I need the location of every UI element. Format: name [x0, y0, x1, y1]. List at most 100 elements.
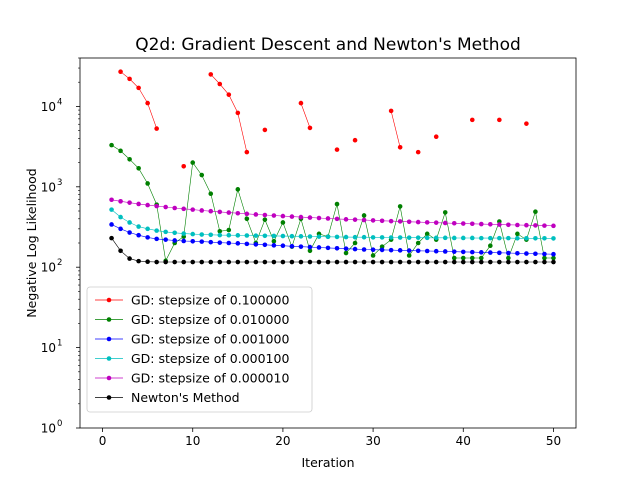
data-point: [172, 238, 177, 243]
data-point: [352, 234, 358, 240]
data-point: [370, 235, 376, 240]
data-point: [488, 235, 493, 241]
data-point: [343, 217, 349, 222]
data-point: [217, 232, 223, 238]
data-point: [118, 214, 123, 220]
legend-label: GD: stepsize of 0.000100: [131, 351, 289, 366]
data-point: [506, 259, 511, 265]
data-point: [163, 229, 168, 235]
data-point: [280, 259, 286, 265]
data-point: [506, 255, 511, 261]
data-point: [154, 259, 159, 265]
data-point: [361, 259, 367, 265]
data-point: [235, 259, 241, 265]
data-point: [109, 142, 114, 148]
legend-label: GD: stepsize of 0.000010: [131, 371, 289, 386]
data-point: [424, 220, 430, 225]
data-point: [118, 199, 123, 204]
data-point: [352, 259, 358, 265]
data-point: [109, 197, 114, 203]
data-point: [154, 228, 159, 233]
data-point: [433, 134, 439, 139]
data-point: [442, 220, 448, 226]
data-point: [109, 222, 114, 227]
y-tick-exponent: 1: [57, 339, 62, 349]
data-point: [307, 234, 313, 239]
data-point: [343, 246, 349, 251]
data-point: [451, 220, 457, 226]
data-point: [515, 231, 520, 237]
data-point: [136, 258, 141, 264]
data-point: [388, 235, 394, 240]
data-point: [352, 246, 358, 252]
data-point: [226, 232, 232, 238]
legend-entry: GD: stepsize of 0.001000: [95, 332, 289, 347]
data-point: [145, 235, 150, 240]
data-point: [226, 259, 232, 265]
data-point: [325, 259, 331, 265]
data-point: [298, 244, 304, 249]
data-point: [217, 209, 223, 215]
data-point: [190, 259, 196, 265]
data-point: [361, 247, 367, 252]
data-point: [415, 259, 421, 265]
data-point: [118, 248, 123, 254]
x-tick-label: 10: [185, 434, 200, 448]
data-point: [524, 222, 529, 228]
data-point: [307, 248, 313, 254]
data-point: [199, 232, 205, 237]
data-point: [415, 235, 421, 240]
legend-entry: GD: stepsize of 0.010000: [95, 312, 289, 327]
data-point: [172, 205, 177, 211]
x-tick-label: 0: [99, 434, 107, 448]
data-point: [289, 214, 295, 219]
data-point: [244, 233, 250, 238]
y-tick-exponent: 2: [57, 258, 62, 268]
data-point: [280, 243, 286, 249]
data-point: [280, 213, 286, 219]
data-point: [343, 234, 349, 240]
data-point: [307, 215, 313, 220]
data-point: [262, 259, 268, 265]
data-point: [289, 233, 295, 239]
data-point: [316, 259, 322, 265]
data-point: [542, 223, 547, 228]
legend-entry: GD: stepsize of 0.000100: [95, 351, 289, 366]
data-point: [533, 209, 538, 215]
data-point: [262, 217, 268, 222]
y-tick-exponent: 3: [57, 178, 62, 188]
data-point: [388, 247, 394, 253]
data-point: [542, 259, 547, 265]
data-point: [397, 219, 403, 224]
legend-entry: GD: stepsize of 0.000010: [95, 371, 289, 386]
data-point: [253, 259, 259, 265]
data-point: [154, 203, 159, 209]
legend: GD: stepsize of 0.100000 GD: stepsize of …: [86, 286, 313, 413]
data-point: [334, 147, 340, 152]
data-point: [316, 215, 322, 221]
data-point: [469, 249, 475, 255]
data-point: [127, 200, 132, 205]
data-point: [497, 259, 502, 265]
legend-marker: [106, 395, 112, 400]
data-point: [397, 204, 403, 209]
data-point: [515, 259, 520, 265]
data-point: [533, 235, 538, 241]
data-point: [469, 235, 475, 241]
data-point: [271, 233, 277, 239]
data-point: [406, 259, 412, 265]
data-point: [118, 226, 123, 232]
y-tick-exponent: 4: [57, 97, 62, 107]
data-point: [361, 217, 367, 223]
data-point: [163, 237, 168, 242]
data-point: [226, 92, 232, 97]
data-point: [524, 235, 529, 241]
data-point: [442, 249, 448, 254]
data-point: [415, 149, 421, 155]
data-point: [253, 242, 259, 247]
data-point: [127, 230, 132, 235]
legend-label: GD: stepsize of 0.010000: [131, 312, 289, 327]
data-point: [433, 248, 439, 254]
data-point: [451, 235, 457, 241]
data-point: [109, 235, 114, 241]
